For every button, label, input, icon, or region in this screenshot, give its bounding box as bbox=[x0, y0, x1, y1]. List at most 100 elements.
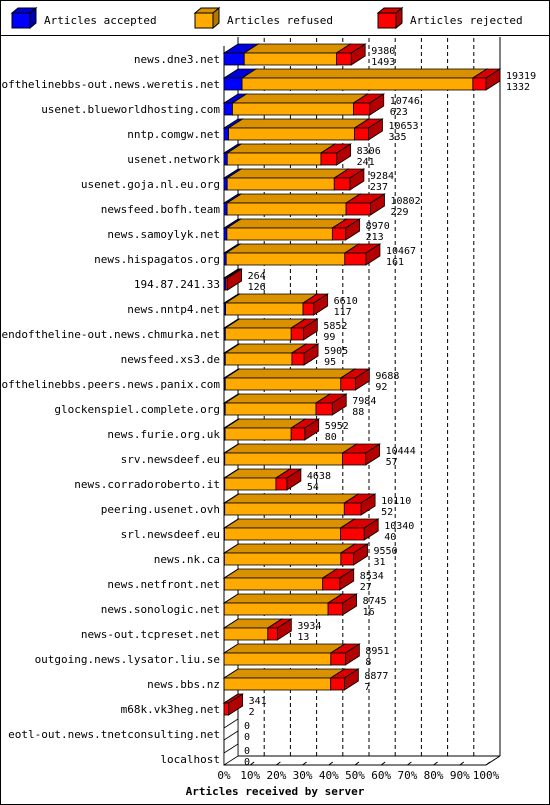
data-label-accepted: 88 bbox=[352, 407, 364, 418]
y-tick-label: usenet.network bbox=[127, 153, 220, 166]
y-tick-label: m68k.vk3heg.net bbox=[121, 703, 220, 716]
y-tick-label: news.sonologic.net bbox=[101, 603, 220, 616]
bar-rejected bbox=[321, 568, 356, 591]
legend-label-rejected: Articles rejected bbox=[410, 14, 523, 27]
legend-label-accepted: Articles accepted bbox=[44, 14, 157, 27]
x-tick-mark bbox=[459, 761, 465, 766]
y-tick-label: news.samoylyk.net bbox=[107, 228, 220, 241]
data-label-accepted: 8 bbox=[365, 657, 371, 668]
data-label-accepted: 16 bbox=[363, 607, 375, 618]
bar-rejected bbox=[266, 618, 293, 641]
x-tick-label: 100% bbox=[473, 769, 500, 782]
data-label-total: 5852 bbox=[323, 321, 347, 332]
data-label-total: 10444 bbox=[386, 446, 416, 457]
data-label-total: 9688 bbox=[375, 371, 399, 382]
data-label-total: 10802 bbox=[390, 196, 420, 207]
y-tick-label: peering.usenet.ovh bbox=[101, 503, 220, 516]
y-tick-label: usenet.goja.nl.eu.org bbox=[81, 178, 220, 191]
x-tick-mark bbox=[276, 761, 281, 766]
x-tick-label: 0% bbox=[217, 769, 231, 782]
bar-rejected bbox=[339, 543, 369, 566]
bar-rejected bbox=[343, 243, 382, 266]
x-tick-label: 70% bbox=[397, 769, 417, 782]
bar-refused bbox=[222, 643, 347, 666]
data-label-accepted: 237 bbox=[370, 182, 388, 193]
x-tick-label: 90% bbox=[450, 769, 470, 782]
data-label-total: 10653 bbox=[388, 121, 418, 132]
data-label-accepted: 161 bbox=[386, 257, 404, 268]
bar-refused bbox=[240, 68, 489, 91]
data-label-total: 7984 bbox=[352, 396, 376, 407]
legend-swatch-refused bbox=[193, 6, 221, 30]
data-label-total: 0 bbox=[244, 721, 250, 732]
data-label-accepted: 335 bbox=[388, 132, 406, 143]
bar-refused bbox=[231, 93, 369, 116]
x-tick-mark bbox=[380, 761, 386, 766]
data-label-accepted: 0 bbox=[244, 732, 250, 743]
data-label-accepted: 1493 bbox=[371, 57, 395, 68]
bar-refused bbox=[223, 443, 358, 466]
data-label-accepted: 99 bbox=[323, 332, 335, 343]
bar-rejected bbox=[330, 218, 362, 241]
data-label-accepted: 31 bbox=[374, 557, 386, 568]
data-label-total: 264 bbox=[248, 271, 266, 282]
data-label-accepted: 229 bbox=[390, 207, 408, 218]
bar-rejected bbox=[341, 443, 382, 466]
bar-rejected bbox=[353, 118, 384, 141]
bar-refused bbox=[225, 143, 337, 166]
data-label-accepted: 92 bbox=[375, 382, 387, 393]
y-tick-label: news.dne3.net bbox=[134, 53, 220, 66]
data-label-total: 341 bbox=[249, 696, 267, 707]
bar-rejected bbox=[471, 68, 502, 91]
bar-rejected bbox=[289, 418, 321, 441]
data-label-accepted: 241 bbox=[357, 157, 375, 168]
y-tick-label: usenet.blueworldhosting.com bbox=[41, 103, 220, 116]
data-label-total: 8306 bbox=[357, 146, 381, 157]
data-label-accepted: 80 bbox=[325, 432, 337, 443]
data-label-accepted: 57 bbox=[386, 457, 398, 468]
y-tick-label: srl.newsdeef.eu bbox=[121, 528, 220, 541]
y-tick-label: news-out.tcpreset.net bbox=[81, 628, 220, 641]
bar-refused bbox=[223, 568, 339, 591]
x-tick-mark bbox=[354, 761, 360, 766]
data-label-total: 8970 bbox=[366, 221, 390, 232]
data-label-accepted: 7 bbox=[364, 682, 370, 693]
data-label-total: 0 bbox=[244, 746, 250, 757]
bar-refused bbox=[242, 43, 352, 66]
bar-refused bbox=[223, 393, 332, 416]
y-tick-label: news.bbs.nz bbox=[147, 678, 220, 691]
x-tick-label: 60% bbox=[371, 769, 391, 782]
bar-rejected bbox=[326, 593, 358, 616]
y-tick-label: news.corradoroberto.it bbox=[74, 478, 220, 491]
data-label-total: 5905 bbox=[324, 346, 348, 357]
data-label-total: 10467 bbox=[386, 246, 416, 257]
legend-item-accepted: Articles accepted bbox=[10, 6, 157, 30]
data-label-total: 19319 bbox=[506, 71, 536, 82]
data-label-accepted: 95 bbox=[324, 357, 336, 368]
bar-rejected bbox=[344, 193, 386, 216]
data-label-accepted: 52 bbox=[381, 507, 393, 518]
data-label-accepted: 0 bbox=[244, 757, 250, 768]
data-label-accepted: 2 bbox=[249, 707, 255, 718]
bar-rejected bbox=[329, 668, 360, 691]
x-tick-mark bbox=[302, 761, 307, 766]
bar-rejected bbox=[222, 693, 244, 716]
data-label-accepted: 126 bbox=[248, 282, 266, 293]
legend-label-refused: Articles refused bbox=[227, 14, 333, 27]
data-label-total: 9380 bbox=[371, 46, 395, 57]
x-tick-label: 80% bbox=[424, 769, 444, 782]
data-label-total: 8745 bbox=[363, 596, 387, 607]
data-label-accepted: 623 bbox=[390, 107, 408, 118]
y-tick-label: newsfeed.xs3.de bbox=[121, 353, 220, 366]
bar-refused bbox=[223, 543, 357, 566]
y-tick-label: eotl-out.news.tnetconsulting.net bbox=[8, 728, 220, 741]
data-label-total: 10110 bbox=[381, 496, 411, 507]
data-label-total: 8951 bbox=[365, 646, 389, 657]
bar-empty bbox=[223, 718, 239, 741]
y-tick-label: srv.newsdeef.eu bbox=[121, 453, 220, 466]
y-tick-label: endofthelinebbs-out.news.weretis.net bbox=[0, 78, 220, 91]
y-tick-label: localhost bbox=[160, 753, 220, 766]
bar-refused bbox=[227, 118, 370, 141]
y-tick-label: news.hispagatos.org bbox=[94, 253, 220, 266]
plot-area: 0% 10% 20% 30% 40% 50% 60% 70% 80% 90% 100% news.dn… bbox=[0, 37, 536, 782]
